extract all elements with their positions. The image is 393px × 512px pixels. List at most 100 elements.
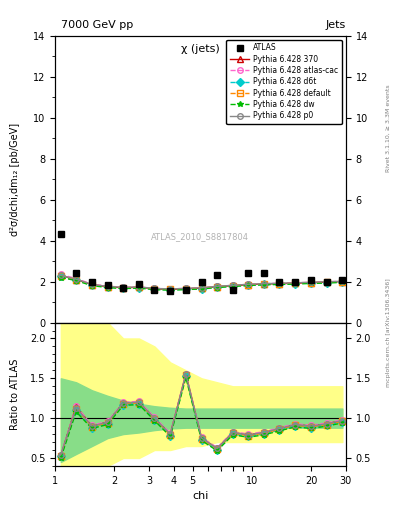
Pythia 6.428 default [90, 282, 94, 288]
Pythia 6.428 default [293, 280, 298, 286]
Pythia 6.428 dw [184, 287, 188, 293]
Text: 7000 GeV pp: 7000 GeV pp [61, 20, 133, 30]
Pythia 6.428 d6t [59, 273, 63, 280]
Pythia 6.428 370 [137, 284, 141, 290]
Line: Pythia 6.428 p0: Pythia 6.428 p0 [58, 273, 345, 292]
Pythia 6.428 370 [59, 272, 63, 279]
Line: Pythia 6.428 d6t: Pythia 6.428 d6t [58, 274, 345, 292]
Line: Pythia 6.428 default: Pythia 6.428 default [58, 273, 345, 292]
ATLAS [340, 276, 345, 283]
Pythia 6.428 default [59, 273, 63, 279]
Pythia 6.428 default [152, 286, 157, 292]
Pythia 6.428 370 [293, 280, 298, 286]
Pythia 6.428 atlas-cac [230, 282, 235, 288]
Pythia 6.428 370 [340, 279, 345, 285]
Pythia 6.428 d6t [215, 284, 220, 290]
Pythia 6.428 d6t [261, 282, 266, 288]
ATLAS [277, 279, 282, 285]
Pythia 6.428 default [105, 284, 110, 290]
Pythia 6.428 d6t [230, 283, 235, 289]
Pythia 6.428 p0 [215, 283, 220, 289]
Pythia 6.428 p0 [277, 280, 282, 286]
Pythia 6.428 p0 [293, 280, 298, 286]
Pythia 6.428 p0 [230, 282, 235, 288]
Pythia 6.428 dw [277, 282, 282, 288]
Pythia 6.428 p0 [199, 285, 204, 291]
ATLAS [199, 279, 204, 285]
Pythia 6.428 370 [309, 280, 314, 286]
Pythia 6.428 d6t [74, 277, 79, 283]
Pythia 6.428 370 [74, 276, 79, 283]
Line: Pythia 6.428 dw: Pythia 6.428 dw [58, 275, 345, 293]
Text: Jets: Jets [325, 20, 346, 30]
ATLAS [184, 287, 188, 293]
Pythia 6.428 default [277, 281, 282, 287]
Pythia 6.428 370 [90, 282, 94, 288]
Pythia 6.428 default [74, 276, 79, 283]
Pythia 6.428 370 [324, 279, 329, 285]
Pythia 6.428 dw [168, 287, 173, 293]
Pythia 6.428 dw [152, 287, 157, 293]
Pythia 6.428 p0 [152, 285, 157, 291]
Text: mcplots.cern.ch [arXiv:1306.3436]: mcplots.cern.ch [arXiv:1306.3436] [386, 279, 391, 387]
Pythia 6.428 p0 [168, 286, 173, 292]
Pythia 6.428 d6t [246, 282, 251, 288]
Pythia 6.428 dw [105, 285, 110, 291]
Pythia 6.428 default [230, 283, 235, 289]
Pythia 6.428 atlas-cac [340, 278, 345, 284]
ATLAS [230, 287, 235, 293]
Pythia 6.428 370 [230, 283, 235, 289]
Pythia 6.428 p0 [246, 281, 251, 287]
ATLAS [324, 279, 329, 285]
ATLAS [90, 279, 94, 285]
Line: Pythia 6.428 atlas-cac: Pythia 6.428 atlas-cac [58, 272, 345, 292]
Pythia 6.428 atlas-cac [137, 284, 141, 290]
Pythia 6.428 d6t [324, 280, 329, 286]
Pythia 6.428 370 [246, 282, 251, 288]
Pythia 6.428 d6t [121, 285, 126, 291]
ATLAS [246, 270, 251, 276]
Pythia 6.428 dw [324, 280, 329, 286]
Pythia 6.428 atlas-cac [59, 271, 63, 278]
Pythia 6.428 p0 [74, 276, 79, 282]
Pythia 6.428 d6t [340, 279, 345, 285]
Pythia 6.428 default [184, 286, 188, 292]
Pythia 6.428 p0 [121, 284, 126, 290]
Pythia 6.428 atlas-cac [184, 285, 188, 291]
Pythia 6.428 dw [121, 286, 126, 292]
Pythia 6.428 p0 [59, 272, 63, 279]
Pythia 6.428 dw [199, 286, 204, 292]
Text: Rivet 3.1.10, ≥ 3.3M events: Rivet 3.1.10, ≥ 3.3M events [386, 84, 391, 172]
Text: ATLAS_2010_S8817804: ATLAS_2010_S8817804 [151, 232, 250, 241]
Pythia 6.428 atlas-cac [152, 285, 157, 291]
Pythia 6.428 atlas-cac [309, 279, 314, 285]
Pythia 6.428 default [199, 285, 204, 291]
ATLAS [309, 276, 314, 283]
Pythia 6.428 370 [152, 286, 157, 292]
Pythia 6.428 default [309, 280, 314, 286]
Pythia 6.428 atlas-cac [277, 280, 282, 286]
Pythia 6.428 d6t [105, 284, 110, 290]
Pythia 6.428 atlas-cac [121, 284, 126, 290]
Y-axis label: Ratio to ATLAS: Ratio to ATLAS [10, 358, 20, 430]
Pythia 6.428 p0 [105, 283, 110, 289]
Line: Pythia 6.428 370: Pythia 6.428 370 [58, 273, 345, 292]
Pythia 6.428 d6t [152, 286, 157, 292]
Pythia 6.428 atlas-cac [293, 280, 298, 286]
ATLAS [105, 282, 110, 288]
ATLAS [168, 288, 173, 294]
Pythia 6.428 p0 [324, 279, 329, 285]
Pythia 6.428 d6t [137, 285, 141, 291]
Pythia 6.428 370 [168, 286, 173, 292]
Pythia 6.428 d6t [309, 280, 314, 286]
Pythia 6.428 dw [230, 284, 235, 290]
Pythia 6.428 default [324, 279, 329, 285]
Pythia 6.428 d6t [277, 281, 282, 287]
Pythia 6.428 atlas-cac [261, 281, 266, 287]
Pythia 6.428 370 [277, 281, 282, 287]
Pythia 6.428 atlas-cac [74, 275, 79, 282]
Y-axis label: d²σ/dchi,dm₁₂ [pb/GeV]: d²σ/dchi,dm₁₂ [pb/GeV] [10, 123, 20, 236]
Pythia 6.428 dw [246, 283, 251, 289]
Pythia 6.428 370 [261, 281, 266, 287]
Pythia 6.428 d6t [184, 286, 188, 292]
